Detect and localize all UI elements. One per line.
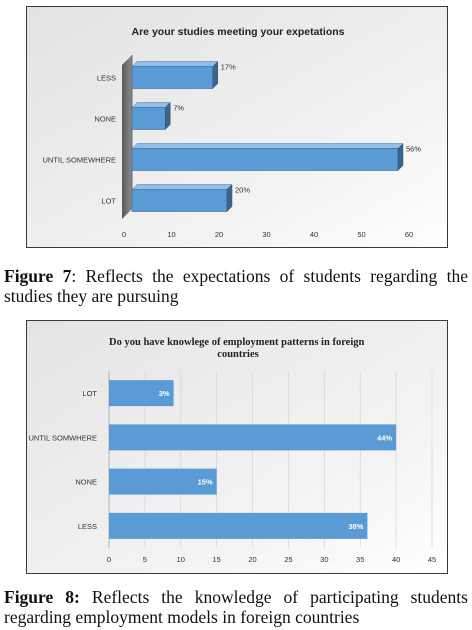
chart-2-x-tick-40: 40 bbox=[392, 555, 400, 564]
chart-2-category-labels: LOT UNTIL SOMWHERE NONE LESS bbox=[29, 389, 98, 531]
chart-2-x-tick-5: 5 bbox=[143, 555, 147, 564]
chart-1-bar-front bbox=[131, 189, 228, 212]
chart-2-title-line-2: countries bbox=[217, 349, 258, 360]
chart-2-x-tick-0: 0 bbox=[107, 555, 111, 564]
chart-1-data-label-1: 17% bbox=[221, 63, 236, 72]
chart-1-x-tick-0: 0 bbox=[122, 230, 126, 239]
chart-1-data-label-3: 56% bbox=[406, 145, 421, 154]
chart-2-x-tick-45: 45 bbox=[428, 555, 436, 564]
figure-8-text: Reflects the knowledge of participating … bbox=[4, 587, 468, 627]
chart-1-background bbox=[27, 7, 447, 247]
chart-1-bar-top bbox=[131, 184, 233, 190]
chart-1-bar-top bbox=[131, 143, 404, 149]
chart-1-title: Are your studies meeting your expetation… bbox=[132, 26, 345, 38]
chart-2-bar-4: 38% bbox=[109, 512, 368, 539]
chart-2-data-label-4: 38% bbox=[348, 522, 363, 531]
chart-1-data-label-2: 7% bbox=[173, 104, 184, 113]
chart-1-axis-wall bbox=[122, 55, 133, 219]
chart-1-bar-side bbox=[397, 142, 404, 172]
chart-1-bar-side bbox=[165, 101, 171, 131]
chart-2-x-tick-25: 25 bbox=[284, 555, 292, 564]
chart-2-frame: Do you have knowlege of employment patte… bbox=[26, 320, 448, 574]
chart-2-bar-rect bbox=[109, 380, 174, 407]
chart-1-bar-front bbox=[131, 107, 166, 130]
chart-1-bar-top bbox=[131, 102, 171, 108]
chart-2-bar-rect bbox=[109, 424, 397, 451]
chart-2-bar-1: 3% bbox=[109, 380, 174, 407]
chart-2-x-tick-10: 10 bbox=[177, 555, 185, 564]
chart-2-x-tick-15: 15 bbox=[212, 555, 220, 564]
chart-2-bars: 3% 44% 15% 38% bbox=[109, 380, 397, 539]
chart-1-category-4: LOT bbox=[101, 197, 116, 206]
chart-1-x-tick-50: 50 bbox=[357, 230, 365, 239]
chart-2-bar-2: 44% bbox=[109, 424, 397, 451]
chart-1-x-tick-20: 20 bbox=[215, 230, 223, 239]
chart-1-data-label-4: 20% bbox=[235, 186, 250, 195]
chart-1-bar-3: 56% bbox=[131, 142, 421, 172]
chart-2-category-3: NONE bbox=[75, 478, 97, 487]
chart-1-x-tick-40: 40 bbox=[310, 230, 318, 239]
chart-1-bar-1: 17% bbox=[131, 60, 236, 90]
chart-1-x-ticks: 0 10 20 30 40 50 60 bbox=[122, 230, 413, 239]
chart-1-x-tick-10: 10 bbox=[167, 230, 175, 239]
chart-2-x-tick-30: 30 bbox=[320, 555, 328, 564]
chart-1-x-tick-30: 30 bbox=[262, 230, 270, 239]
chart-2: Do you have knowlege of employment patte… bbox=[27, 321, 447, 573]
figure-7-caption: Figure 7: Reflects the expectations of s… bbox=[4, 266, 468, 306]
chart-2-category-2: UNTIL SOMWHERE bbox=[29, 433, 97, 442]
chart-2-category-1: LOT bbox=[82, 389, 97, 398]
chart-1-bar-front bbox=[131, 66, 214, 89]
chart-1-bar-side bbox=[212, 60, 218, 90]
chart-1-depth-wall bbox=[122, 55, 132, 219]
chart-2-x-tick-35: 35 bbox=[356, 555, 364, 564]
chart-1-bar-2: 7% bbox=[131, 101, 184, 131]
chart-1-category-1: LESS bbox=[97, 74, 116, 83]
chart-1-frame: Are your studies meeting your expetation… bbox=[26, 6, 448, 248]
figure-7-text: : Reflects the expectations of students … bbox=[4, 266, 468, 306]
chart-1-category-2: NONE bbox=[94, 115, 116, 124]
chart-1-category-labels: LESS NONE UNTIL SOMEWHERE LOT bbox=[43, 74, 117, 206]
chart-1-bars: 17% 7% 56% 20% bbox=[131, 60, 421, 213]
chart-2-x-tick-20: 20 bbox=[248, 555, 256, 564]
chart-2-title: Do you have knowlege of employment patte… bbox=[109, 337, 367, 360]
figure-7-label: Figure 7 bbox=[4, 266, 72, 286]
chart-1-bar-4: 20% bbox=[131, 183, 250, 213]
chart-1-x-tick-60: 60 bbox=[405, 230, 413, 239]
chart-2-data-label-2: 44% bbox=[377, 433, 392, 442]
chart-2-bar-3: 15% bbox=[109, 468, 217, 495]
chart-2-title-line-1: Do you have knowlege of employment patte… bbox=[109, 337, 364, 348]
chart-2-bar-rect bbox=[109, 512, 368, 539]
figure-8-caption: Figure 8: Reflects the knowledge of part… bbox=[4, 587, 468, 627]
chart-1-bar-side bbox=[226, 183, 233, 213]
chart-2-x-ticks: 0 5 10 15 20 25 30 35 40 45 bbox=[107, 555, 436, 564]
chart-2-data-label-1: 3% bbox=[159, 389, 170, 398]
chart-2-data-label-3: 15% bbox=[198, 478, 213, 487]
figure-8-label: Figure 8: bbox=[4, 587, 80, 607]
chart-1-category-3: UNTIL SOMEWHERE bbox=[43, 156, 116, 165]
chart-1: Are your studies meeting your expetation… bbox=[27, 7, 447, 247]
chart-2-category-4: LESS bbox=[78, 522, 97, 531]
chart-1-bar-front bbox=[131, 148, 399, 171]
chart-1-bar-top bbox=[131, 61, 219, 67]
chart-2-bar-rect bbox=[109, 468, 217, 495]
